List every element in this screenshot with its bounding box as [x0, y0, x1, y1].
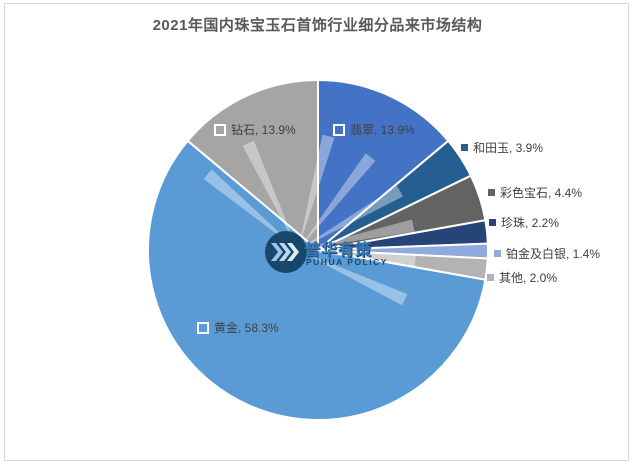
data-label-text: 钻石, 13.9%	[231, 123, 296, 137]
data-label-text: 铂金及白银, 1.4%	[506, 247, 601, 261]
watermark-cn-text: 普华有策	[304, 242, 373, 259]
legend-key-icon	[197, 321, 209, 334]
data-label-diamond: 钻石, 13.9%	[214, 121, 296, 138]
data-label-colored-gemstone: 彩色宝石, 4.4%	[488, 184, 582, 201]
legend-key-icon	[489, 219, 496, 226]
data-label-jadeite: 翡翠, 13.9%	[333, 121, 415, 138]
data-label-platinum-silver: 铂金及白银, 1.4%	[494, 245, 600, 262]
chart-title: 2021年国内珠宝玉石首饰行业细分品来市场结构	[152, 17, 483, 34]
legend-key-icon	[461, 144, 468, 151]
legend-key-icon	[488, 189, 495, 196]
data-label-text: 彩色宝石, 4.4%	[500, 186, 583, 200]
data-label-text: 翡翠, 13.9%	[350, 123, 415, 137]
data-label-text: 其他, 2.0%	[499, 271, 558, 285]
data-label-text: 和田玉, 3.9%	[473, 141, 544, 155]
pie-slice-8	[186, 79, 319, 251]
data-label-text: 黄金, 58.3%	[214, 321, 279, 335]
legend-key-icon	[333, 123, 345, 136]
legend-key-icon	[494, 250, 501, 257]
data-label-other: 其他, 2.0%	[487, 269, 557, 286]
legend-key-icon	[487, 274, 494, 281]
puhua-logo-icon	[265, 231, 307, 273]
legend-key-icon	[214, 123, 226, 136]
watermark-en-text: PUHUA POLICY	[306, 257, 388, 267]
data-label-text: 珍珠, 2.2%	[501, 216, 560, 230]
data-label-gold: 黄金, 58.3%	[197, 319, 279, 336]
data-label-hetian-jade: 和田玉, 3.9%	[461, 139, 543, 156]
data-label-pearl: 珍珠, 2.2%	[489, 214, 559, 231]
pie-slice-1	[317, 79, 450, 251]
pie-slice-7	[147, 139, 487, 422]
